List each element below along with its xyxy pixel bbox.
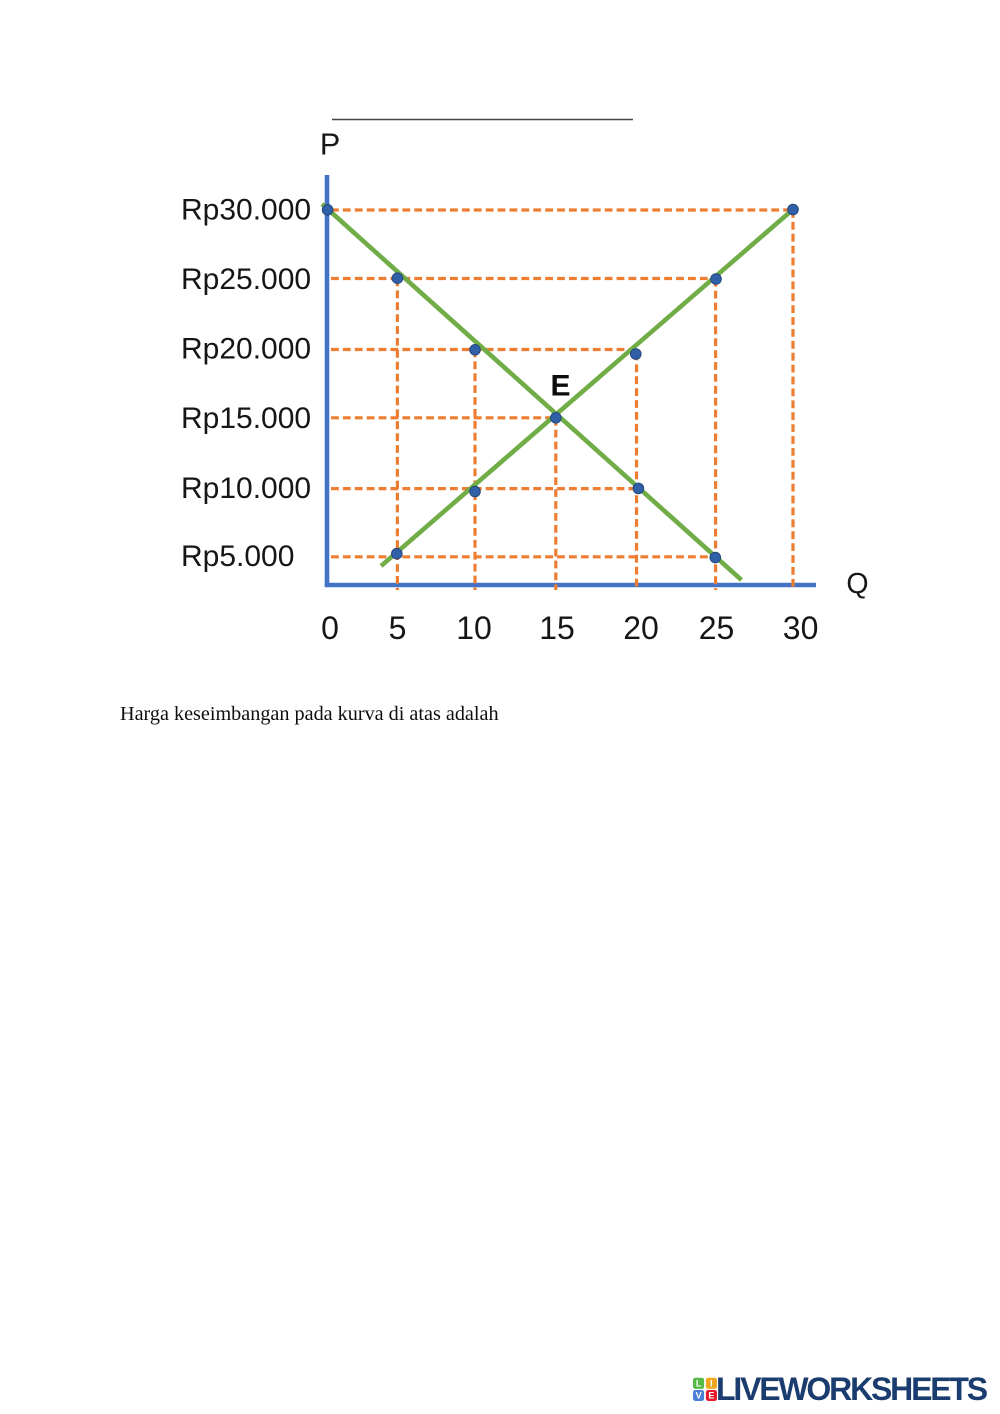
svg-text:20: 20 [623,610,659,646]
svg-text:Rp10.000: Rp10.000 [181,472,311,505]
svg-text:30: 30 [783,610,819,646]
svg-text:E: E [708,1391,714,1401]
svg-text:L: L [696,1378,702,1388]
svg-text:V: V [696,1391,702,1401]
svg-text:E: E [550,370,570,403]
svg-text:0: 0 [321,610,339,646]
svg-text:5: 5 [389,610,407,646]
svg-text:Rp30.000: Rp30.000 [181,194,311,227]
svg-text:Rp5.000: Rp5.000 [181,540,294,573]
svg-text:15: 15 [539,610,575,646]
svg-text:Q: Q [846,568,868,600]
svg-text:Rp25.000: Rp25.000 [181,263,311,296]
svg-text:Rp20.000: Rp20.000 [181,333,311,366]
svg-text:25: 25 [699,610,735,646]
svg-text:P: P [320,128,340,162]
svg-text:10: 10 [456,610,492,646]
svg-text:I: I [710,1378,713,1388]
svg-text:Rp15.000: Rp15.000 [181,402,311,435]
